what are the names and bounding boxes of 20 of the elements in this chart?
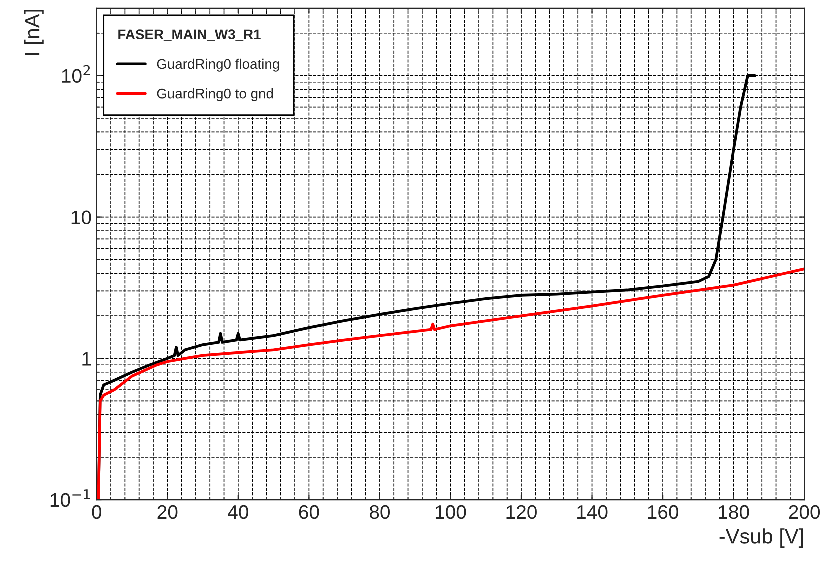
legend-title: FASER_MAIN_W3_R1 xyxy=(118,30,261,42)
x-tick-label: 40 xyxy=(228,505,248,520)
legend-label: GuardRing0 to gnd xyxy=(157,88,274,102)
x-tick-label: 160 xyxy=(648,505,678,520)
x-tick-label: 140 xyxy=(578,505,608,520)
x-axis-title: -Vsub [V] xyxy=(720,528,804,548)
x-tick-label: 60 xyxy=(299,505,320,520)
x-tick-label: 0 xyxy=(92,505,102,520)
x-tick-label: 120 xyxy=(506,505,537,520)
y-tick-label: 10$^{−1}$ xyxy=(50,490,90,508)
x-tick-label: 80 xyxy=(370,505,390,520)
legend-label: GuardRing0 floating xyxy=(157,58,280,72)
y-tick-label: 10$^{2}$ xyxy=(62,65,90,84)
y-tick-label: 1 xyxy=(82,352,92,366)
x-tick-label: 100 xyxy=(436,505,466,520)
x-tick-label: 200 xyxy=(789,505,820,520)
x-tick-label: 180 xyxy=(719,505,750,520)
y-tick-label: 10 xyxy=(72,210,92,225)
y-axis-title: I [nA] xyxy=(24,10,44,56)
x-tick-label: 20 xyxy=(158,505,178,520)
